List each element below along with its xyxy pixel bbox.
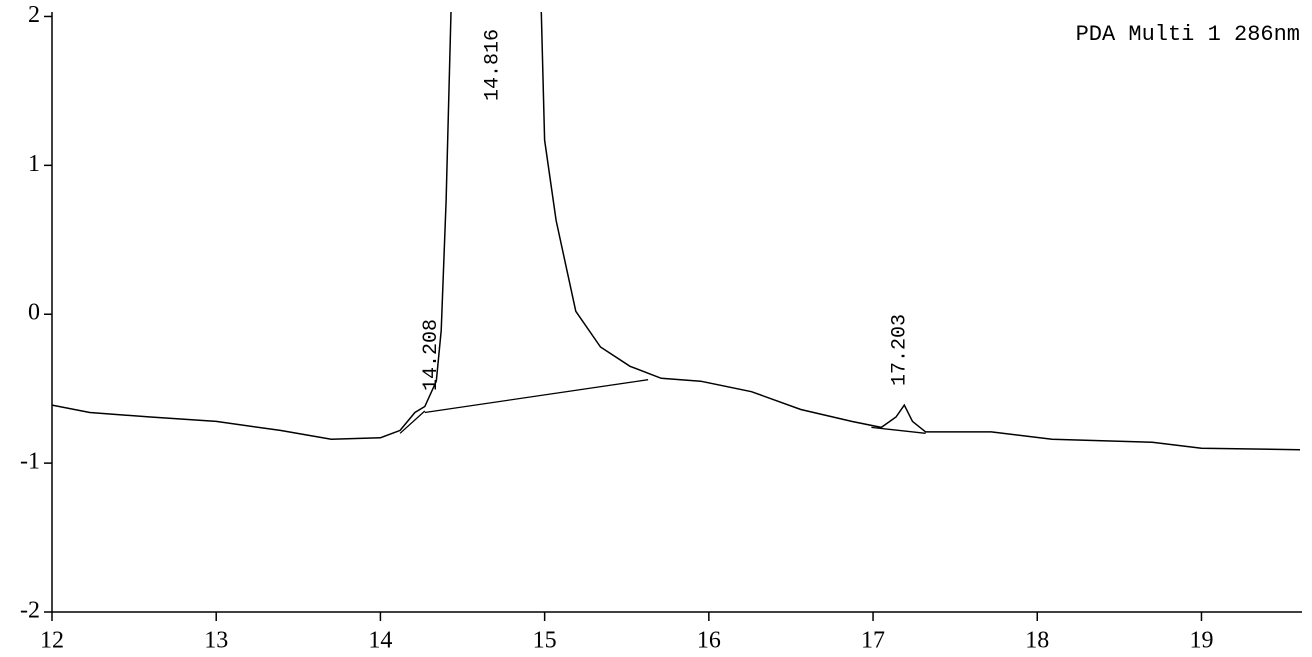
baseline [399, 410, 426, 434]
y-tick-label: 2 [28, 2, 40, 28]
baseline [871, 426, 926, 434]
peak-label: 17.203 [889, 314, 912, 386]
trace [52, 12, 1301, 451]
y-tick-label: 1 [28, 151, 40, 177]
x-tick-label: 15 [533, 628, 557, 654]
x-tick-label: 17 [861, 628, 885, 654]
x-tick-label: 16 [697, 628, 721, 654]
peak-label: 14.816 [482, 29, 505, 101]
x-tick-label: 19 [1189, 628, 1213, 654]
y-tick-label: -1 [20, 449, 40, 475]
x-tick-label: 12 [40, 628, 64, 654]
x-tick-label: 14 [368, 628, 392, 654]
peak-label: 14.208 [420, 319, 443, 391]
y-tick-label: 0 [28, 300, 40, 326]
baseline [424, 379, 649, 414]
plot-area [52, 12, 1301, 451]
y-tick-label: -2 [20, 598, 40, 624]
x-tick-label: 18 [1025, 628, 1049, 654]
x-tick-label: 13 [204, 628, 228, 654]
chart-title: PDA Multi 1 286nm [1076, 22, 1300, 47]
